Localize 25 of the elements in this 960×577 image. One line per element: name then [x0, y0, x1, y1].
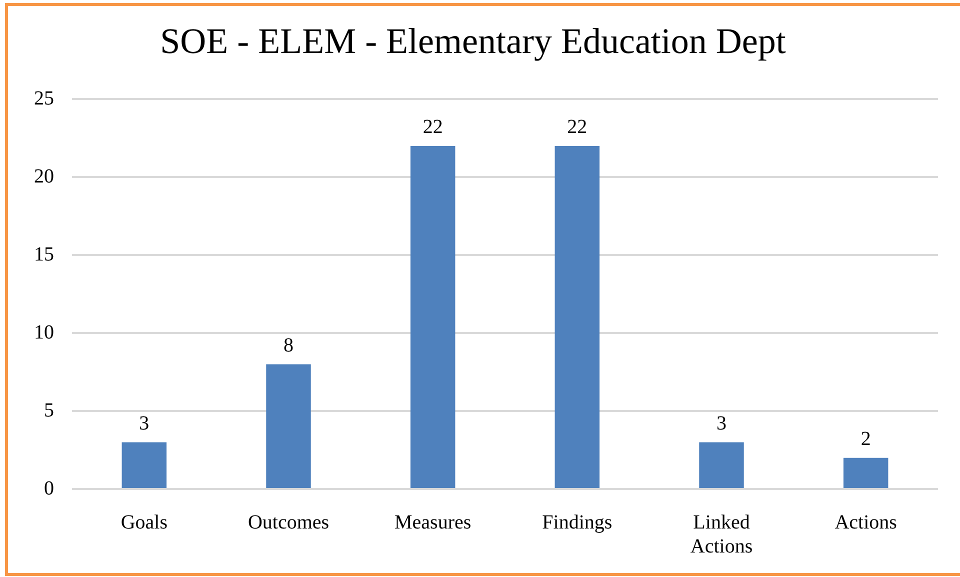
y-tick-label: 0 — [44, 477, 54, 500]
bar — [122, 442, 167, 488]
y-tick-label: 15 — [34, 243, 54, 266]
x-tick-label: Findings — [542, 511, 612, 534]
x-tick-label: Goals — [120, 511, 168, 534]
x-tick-label: Linked Actions — [690, 511, 753, 558]
y-tick-label: 5 — [44, 399, 54, 422]
x-tick-label: Actions — [834, 511, 898, 534]
bar — [266, 364, 311, 488]
bar — [554, 146, 600, 488]
y-tick-label: 10 — [34, 321, 54, 344]
chart-title: SOE - ELEM - Elementary Education Dept — [160, 21, 786, 62]
bar — [410, 146, 456, 488]
y-tick-label: 20 — [34, 165, 54, 188]
bar — [699, 442, 744, 488]
bar — [843, 458, 888, 488]
data-label: 8 — [284, 334, 294, 357]
data-label: 22 — [567, 116, 588, 138]
data-label: 3 — [139, 412, 150, 434]
data-label: 22 — [422, 116, 443, 138]
x-tick-label: Outcomes — [248, 511, 330, 534]
y-tick-label: 25 — [34, 87, 54, 110]
data-label: 2 — [860, 428, 871, 450]
x-tick-label: Measures — [394, 511, 472, 534]
data-label: 3 — [716, 412, 726, 434]
